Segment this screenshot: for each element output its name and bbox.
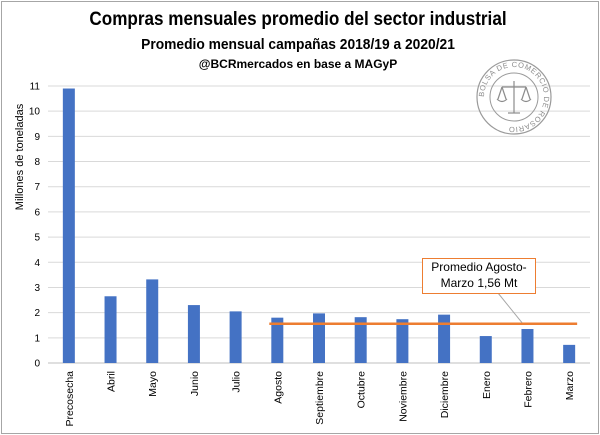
x-tick-label: Mayo — [147, 371, 159, 397]
y-tick-label: 1 — [34, 333, 40, 344]
x-tick-label: Diciembre — [439, 371, 451, 418]
x-tick-label: Febrero — [522, 371, 534, 408]
bar — [438, 314, 451, 363]
y-tick-label: 10 — [29, 107, 41, 118]
y-tick-label: 4 — [34, 258, 40, 269]
y-tick-label: 2 — [34, 308, 40, 319]
x-tick-label: Noviembre — [397, 371, 409, 422]
y-tick-label: 8 — [34, 157, 40, 168]
y-tick-label: 0 — [34, 359, 40, 370]
bar — [396, 319, 409, 363]
average-annotation-line1: Promedio Agosto- — [431, 260, 527, 274]
y-tick-label: 7 — [34, 182, 40, 193]
chart-subtitle: Promedio mensual campañas 2018/19 a 2020… — [141, 36, 455, 53]
average-annotation-line2: Marzo 1,56 Mt — [440, 276, 518, 290]
chart-title: Compras mensuales promedio del sector in… — [89, 9, 507, 30]
y-tick-label: 11 — [30, 82, 41, 93]
x-tick-label: Precosecha — [64, 371, 76, 427]
bar — [563, 344, 576, 363]
y-tick-label: 3 — [34, 283, 40, 294]
scales-of-justice-seal-icon: BOLSA DE COMERCIO DE ROSARIO — [476, 59, 552, 135]
x-tick-label: Junio — [189, 371, 201, 396]
x-tick-label: Marzo — [564, 371, 576, 400]
bar — [187, 305, 200, 363]
bar — [479, 336, 492, 363]
bar — [104, 296, 117, 363]
bar — [62, 88, 75, 363]
x-tick-label: Agosto — [272, 371, 284, 404]
bar — [313, 313, 325, 363]
y-tick-label: 5 — [34, 233, 40, 244]
annotation-leader-line — [497, 292, 523, 324]
bar — [146, 279, 159, 363]
bar — [354, 317, 367, 363]
bar — [271, 317, 284, 363]
bar — [229, 311, 242, 363]
y-tick-label: 6 — [34, 207, 40, 218]
average-annotation: Promedio Agosto- Marzo 1,56 Mt — [422, 258, 536, 294]
x-tick-label: Abril — [106, 371, 118, 392]
x-tick-label: Julio — [231, 371, 243, 393]
x-tick-label: Enero — [481, 371, 493, 399]
bar — [521, 329, 534, 363]
x-tick-label: Octubre — [356, 371, 368, 409]
chart-source: @BCRmercados en base a MAGyP — [198, 57, 398, 71]
x-tick-label: Septiembre — [314, 371, 326, 425]
y-tick-label: 9 — [34, 132, 40, 143]
